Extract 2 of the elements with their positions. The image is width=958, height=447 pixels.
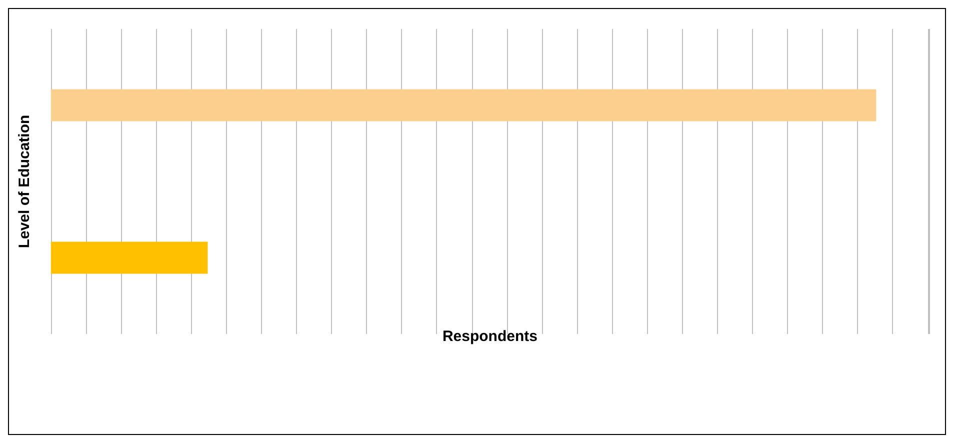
y-axis-title: Level of Education [16,114,33,248]
x-axis-title: Respondents [442,328,538,345]
